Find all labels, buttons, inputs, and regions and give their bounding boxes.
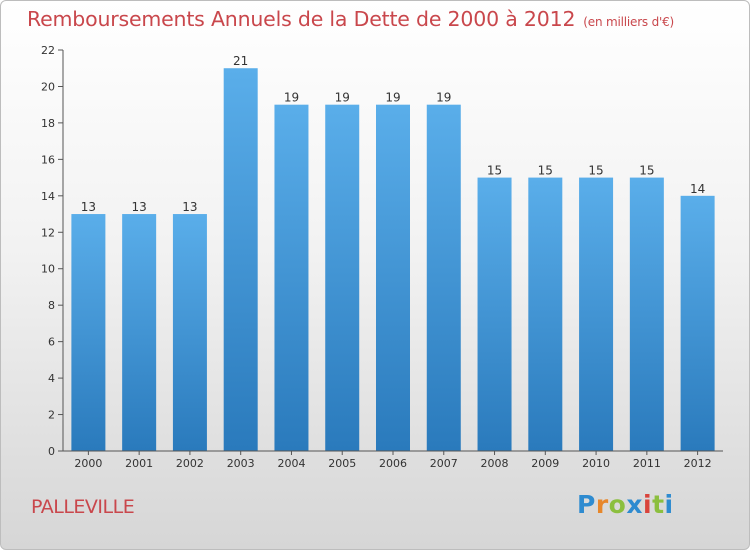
y-tick-label: 20 [41,80,55,93]
x-tick-label: 2011 [633,457,661,470]
bar-value-label: 19 [385,91,400,105]
bar-value-label: 15 [538,164,553,178]
x-axis: 2000 2001 2002 2003 2004 2005 2006 2007 2008 2009… [63,450,723,470]
x-tick-label: 2001 [125,457,153,470]
bar-2003 [223,68,258,452]
x-tick-label: 2003 [227,457,255,470]
town-name: PALLEVILLE [31,496,135,518]
bar-2001 [122,214,157,451]
y-tick-label: 8 [48,299,55,312]
bar-value-label: 15 [639,164,654,178]
x-tick-label: 2007 [430,457,458,470]
x-tick-label: 2004 [277,457,305,470]
bar-2007 [426,104,461,451]
bar-2002 [172,214,207,451]
y-tick-label: 14 [41,190,55,203]
y-tick-label: 22 [41,44,55,57]
bar-value-label: 15 [487,164,502,178]
y-tick-label: 16 [41,153,55,166]
y-tick-label: 18 [41,117,55,130]
y-tick-label: 4 [48,372,55,385]
y-tick-label: 2 [48,409,55,422]
bar-value-label: 19 [436,91,451,105]
bar-2000 [71,214,106,451]
bar-2010 [579,177,614,451]
bar-value-label: 13 [81,200,96,214]
y-axis: 0 2 4 6 8 10 12 14 16 18 20 22 [41,44,64,458]
bar-2005 [325,104,360,451]
bar-value-label: 21 [233,54,248,68]
x-tick-label: 2005 [328,457,356,470]
x-tick-label: 2006 [379,457,407,470]
proxiti-logo[interactable]: Proxiti [577,490,674,519]
x-tick-label: 2010 [582,457,610,470]
y-tick-label: 10 [41,263,55,276]
y-tick-label: 0 [48,445,55,458]
bar-value-label: 19 [284,91,299,105]
bar-value-label: 13 [182,200,197,214]
bar-2012 [680,195,715,451]
bar-2008 [477,177,512,451]
x-tick-label: 2008 [481,457,509,470]
bar-2006 [376,104,410,451]
y-tick-label: 12 [41,226,55,239]
bar-2011 [629,177,664,451]
bars: 13 13 13 21 19 19 19 19 15 15 15 15 14 [71,54,715,452]
x-tick-label: 2002 [176,457,204,470]
bar-value-label: 14 [690,182,705,196]
bar-2009 [528,177,563,451]
bar-2004 [274,104,309,451]
chart-subtitle: (en milliers d'€) [583,15,675,29]
x-tick-label: 2000 [74,457,102,470]
chart-title: Remboursements Annuels de la Dette de 20… [27,7,674,31]
bar-value-label: 19 [335,91,350,105]
x-tick-label: 2009 [531,457,559,470]
x-tick-label: 2012 [684,457,712,470]
y-tick-label: 6 [48,336,55,349]
bar-value-label: 13 [132,200,147,214]
bar-value-label: 15 [588,164,603,178]
chart-title-text: Remboursements Annuels de la Dette de 20… [27,7,576,31]
